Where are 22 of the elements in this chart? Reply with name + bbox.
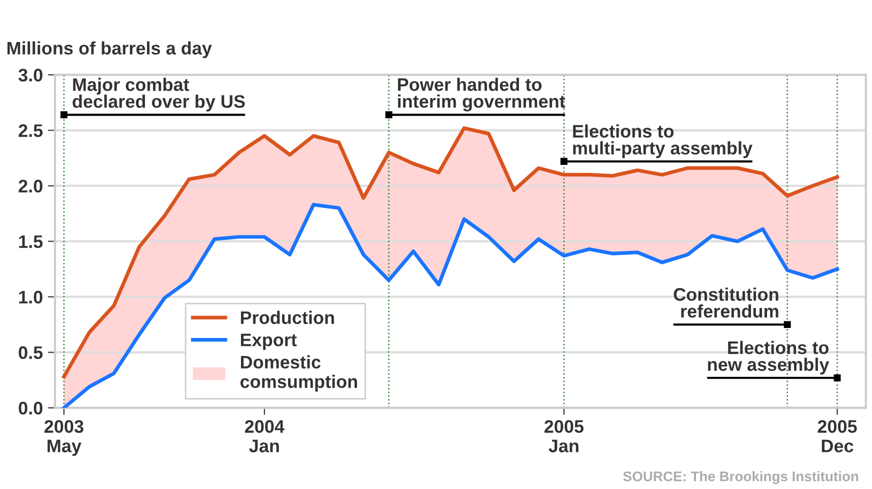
ref-line-label: Power handed to interim government — [398, 78, 566, 112]
legend-label: Production — [240, 310, 334, 324]
source-note: SOURCE: The Brookings Institution — [623, 471, 858, 484]
x-tick-label: 2003 May — [44, 420, 84, 456]
ref-line-label: Elections to new assembly — [708, 340, 830, 375]
y-tick-label: 2.5 — [18, 124, 43, 138]
legend-label: Domestic comsumption — [240, 355, 358, 392]
y-tick-label: 3.0 — [18, 68, 42, 82]
x-tick-label: 2005 Jan — [544, 420, 584, 452]
legend-label: Export — [240, 334, 297, 350]
y-tick-label: 1.0 — [19, 290, 42, 304]
y-tick-label: 0.0 — [18, 402, 42, 415]
y-axis-title: Millions of barrels a day — [7, 41, 212, 58]
x-tick-label: 2004 Jan — [244, 420, 284, 452]
x-tick-label: 2005 Dec — [818, 420, 857, 452]
y-tick-label: 0.5 — [18, 346, 43, 360]
ref-line-label: Constitution referendum — [674, 288, 778, 318]
ref-line-label: Elections to multi-party assembly — [573, 124, 752, 158]
ref-line-label: Major combat declared over by US — [72, 78, 245, 112]
line-series — [62, 202, 840, 408]
y-tick-label: 1.5 — [19, 235, 43, 248]
y-tick-label: 2.0 — [18, 180, 42, 193]
